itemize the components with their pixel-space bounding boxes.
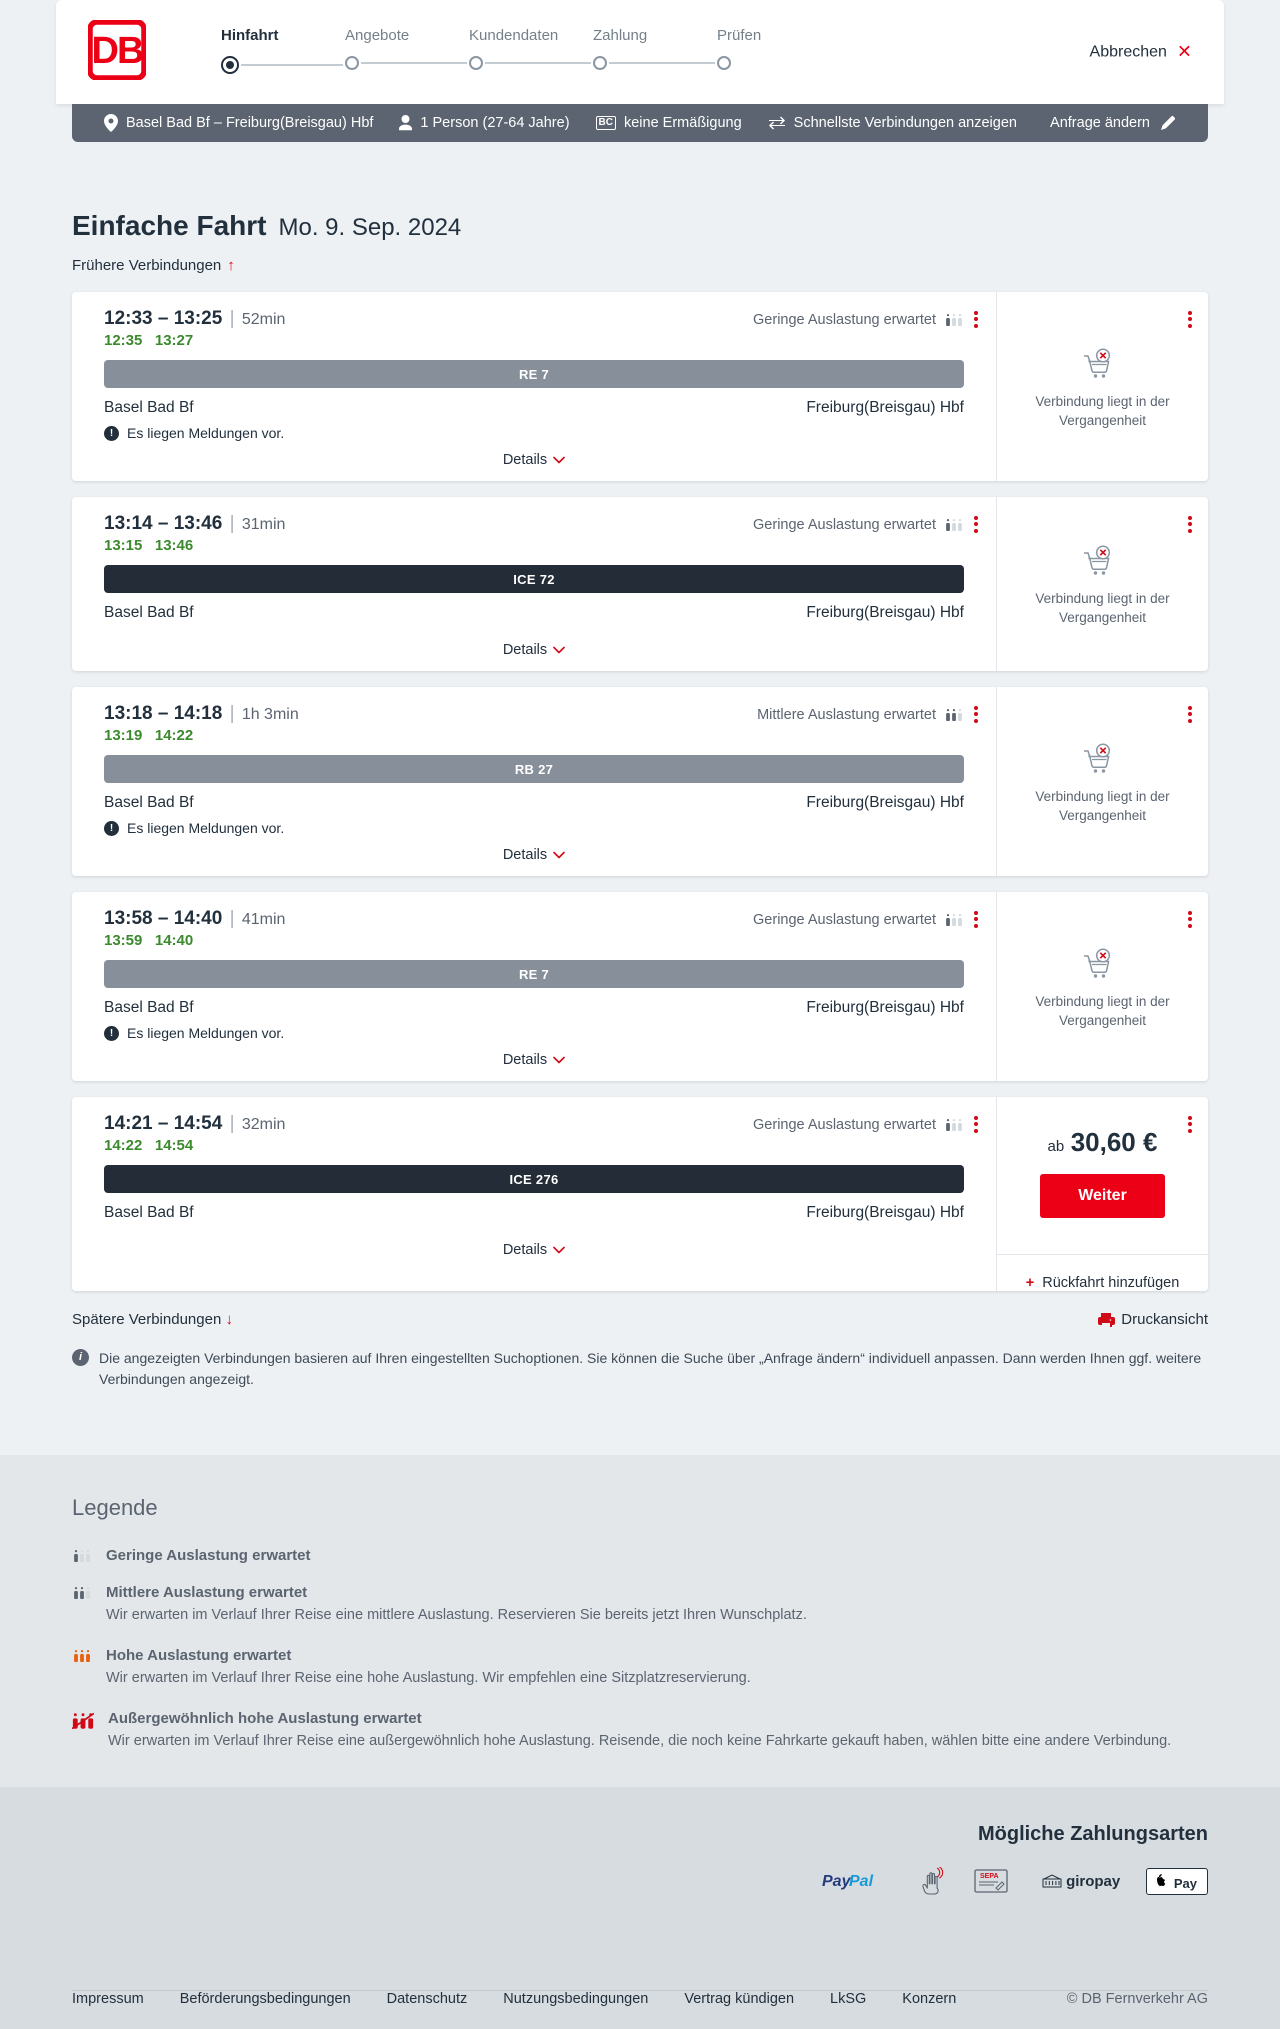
svg-text:DB: DB: [92, 30, 143, 72]
svg-text:SEPA: SEPA: [980, 1873, 999, 1880]
svg-text:Pay: Pay: [822, 1873, 852, 1890]
svg-text:Pal: Pal: [849, 1873, 874, 1890]
